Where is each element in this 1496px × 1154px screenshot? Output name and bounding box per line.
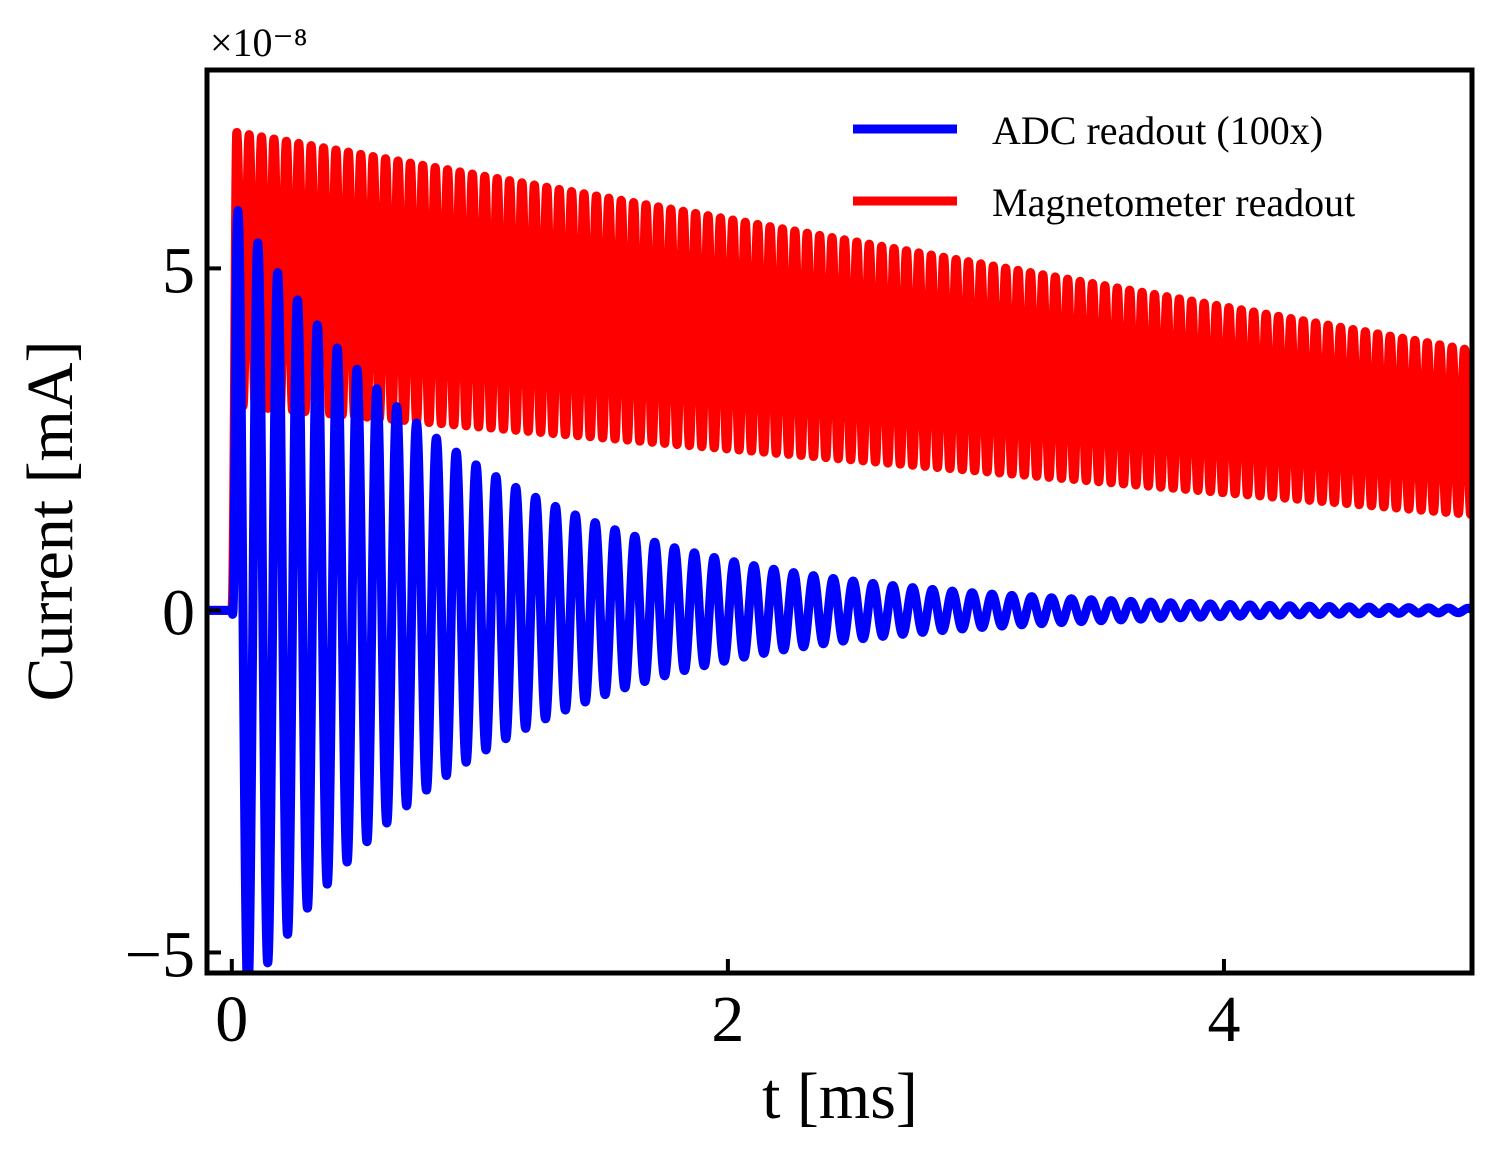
legend-label-magnetometer: Magnetometer readout <box>992 180 1355 225</box>
x-axis-ticks: 0 2 4 <box>215 959 1240 1056</box>
x-tick-label: 0 <box>215 983 248 1056</box>
series-line-magnetometer <box>207 127 1472 615</box>
y-scale-factor: ×10⁻⁸ <box>210 20 308 65</box>
x-tick-label: 2 <box>711 983 744 1056</box>
legend: ADC readout (100x) Magnetometer readout <box>853 108 1355 225</box>
y-axis-ticks: −5 0 5 <box>125 234 221 991</box>
plot-frame <box>204 67 1475 976</box>
y-tick-label: 0 <box>162 576 195 649</box>
legend-label-adc: ADC readout (100x) <box>992 108 1323 153</box>
y-tick-label: 5 <box>162 234 195 307</box>
x-axis-label: t [ms] <box>762 1060 918 1133</box>
y-tick-label: −5 <box>125 918 195 991</box>
y-axis-label: Current [mA] <box>14 340 87 701</box>
series-line-adc <box>207 206 1472 973</box>
x-tick-label: 4 <box>1207 983 1240 1056</box>
